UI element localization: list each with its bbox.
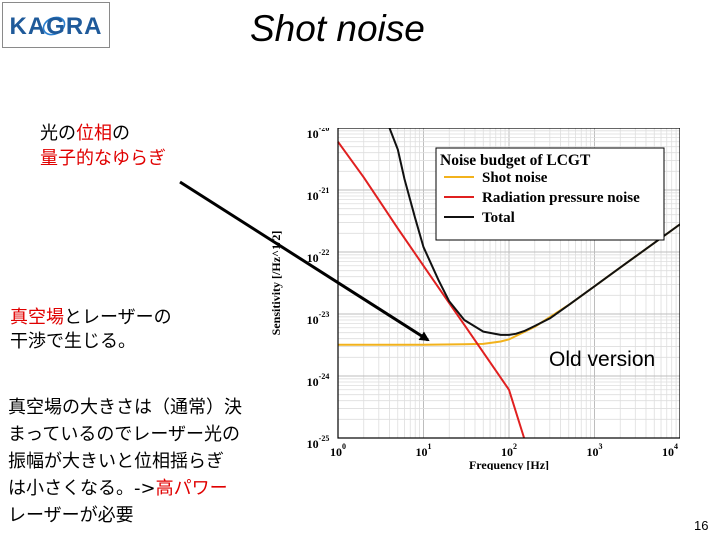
y-tick-label: 10-24 [307, 372, 330, 389]
note-quantum: 量子的なゆらぎ [40, 148, 166, 169]
x-tick-label: 102 [501, 442, 517, 459]
legend-label: Shot noise [482, 170, 548, 186]
y-tick-label: 10-20 [307, 128, 330, 141]
note-para-line-2: まっているのでレーザー光の [8, 424, 241, 445]
slide-title: Shot noise [250, 8, 425, 49]
x-tick-label: 100 [330, 442, 346, 459]
legend-box [435, 147, 665, 241]
old-version-label: Old version [549, 348, 656, 371]
note-para-line-1: 真空場の大きさは（通常）決 [8, 397, 242, 418]
x-tick-label: 101 [416, 442, 432, 459]
note-para-line-3: 振幅が大きいと位相揺らぎ [8, 451, 224, 472]
note-phase: 光の位相の [40, 123, 130, 144]
chart-legend: Noise budget of LCGT Shot noise Radiation… [435, 147, 665, 241]
legend-title: Noise budget of LCGT [440, 152, 591, 169]
x-tick-label: 103 [587, 442, 603, 459]
logo-text: KAGRA [10, 13, 103, 40]
note-interference: 干渉で生じる。 [10, 331, 136, 352]
slide-number: 16 [694, 518, 709, 533]
y-tick-label: 10-25 [307, 434, 330, 451]
note-para-line-4: は小さくなる。->高パワー [8, 478, 228, 499]
kagra-logo: KAGRA [2, 2, 110, 48]
legend-label: Radiation pressure noise [482, 190, 640, 206]
legend-label: Total [482, 210, 515, 226]
note-vacuum: 真空場とレーザーの [10, 307, 172, 328]
note-para-line-5: レーザーが必要 [8, 505, 134, 526]
x-axis-label: Frequency [Hz] [469, 458, 549, 470]
noise-budget-chart: 100 101 102 103 10410-2010-2110-2210-2310-24… [262, 128, 680, 470]
x-tick-label: 104 [662, 442, 678, 459]
y-axis-label: Sensitivity [/Hz^1/2] [269, 231, 283, 336]
